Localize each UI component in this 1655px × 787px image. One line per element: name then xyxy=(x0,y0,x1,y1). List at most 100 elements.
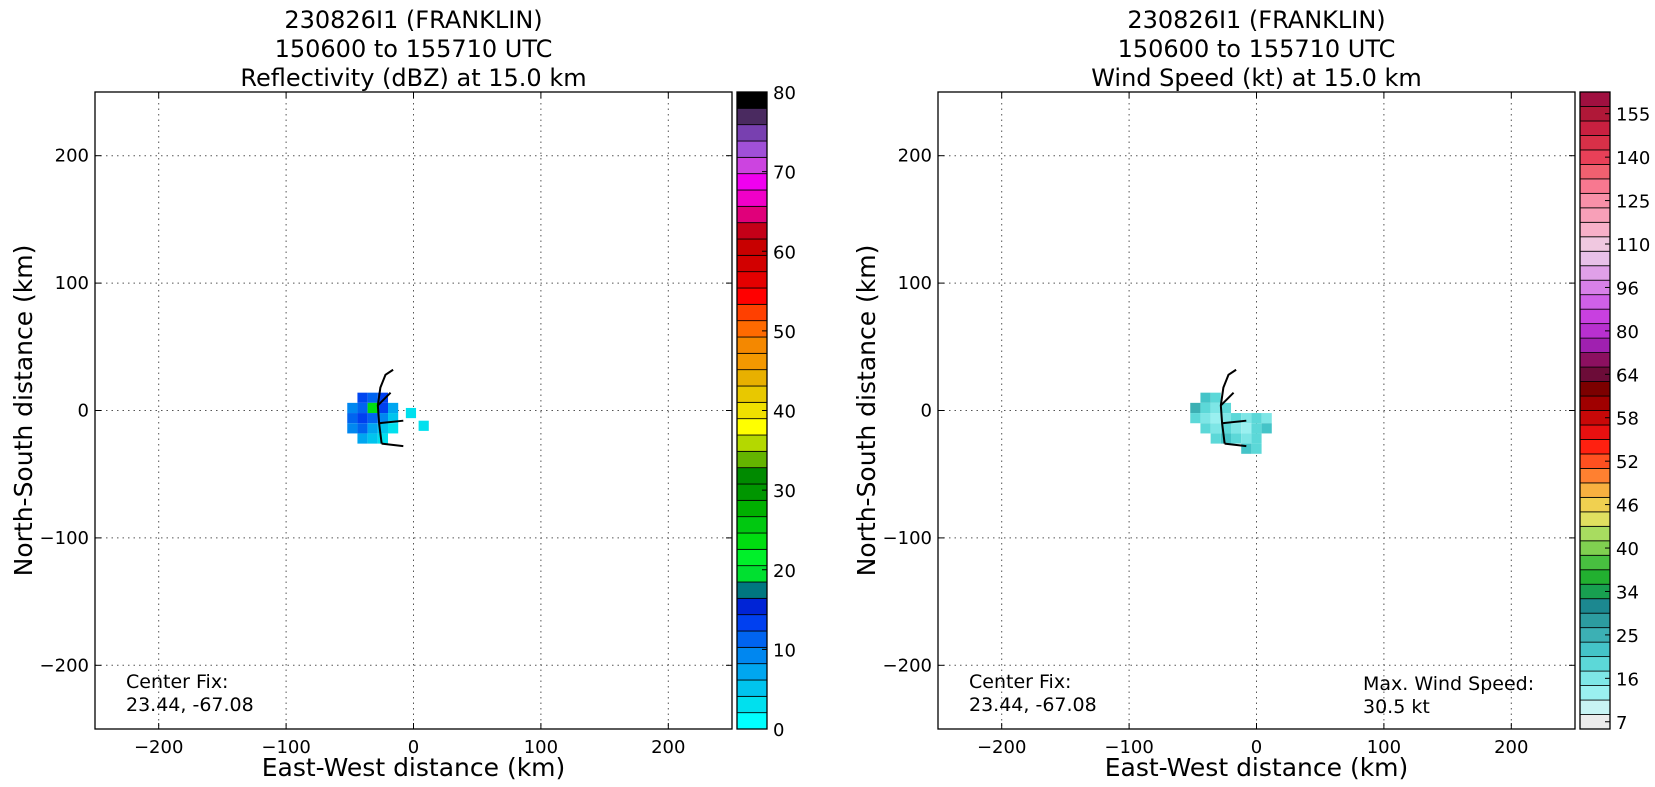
center-fix-annotation: Center Fix: xyxy=(969,671,1071,693)
colorbar-segment xyxy=(1579,178,1611,194)
data-cell xyxy=(1231,423,1242,434)
colorbar-tick-label: 46 xyxy=(1616,496,1639,517)
colorbar-segment xyxy=(736,695,768,714)
colorbar-segment xyxy=(1579,337,1611,353)
data-cell xyxy=(377,433,389,444)
data-cell xyxy=(377,413,389,424)
colorbar-segment xyxy=(1579,120,1611,136)
data-cell xyxy=(1190,402,1201,414)
colorbar-segment xyxy=(736,107,768,126)
colorbar-tick-label: 52 xyxy=(1616,452,1639,473)
colorbar-segment xyxy=(736,663,768,681)
colorbar-tick-label: 155 xyxy=(1616,105,1650,126)
colorbar-segment xyxy=(736,614,768,632)
colorbar-segment xyxy=(736,336,768,354)
colorbar-segment xyxy=(1579,525,1611,542)
data-cell xyxy=(418,420,429,431)
colorbar-segment xyxy=(736,532,768,550)
y-tick-label: −100 xyxy=(883,528,932,549)
data-cell xyxy=(1200,402,1211,414)
colorbar-segment xyxy=(736,189,768,207)
data-cell xyxy=(388,413,399,424)
colorbar-segment xyxy=(1579,221,1611,238)
data-cell xyxy=(377,402,389,414)
data-cell xyxy=(347,413,358,424)
reflectivity-panel: 230826I1 (FRANKLIN)150600 to 155710 UTCR… xyxy=(9,6,796,782)
wind-speed-panel: 230826I1 (FRANKLIN)150600 to 155710 UTCW… xyxy=(852,6,1650,782)
data-cell xyxy=(1210,402,1221,414)
data-cell xyxy=(1251,443,1262,454)
colorbar-tick-label: 34 xyxy=(1616,582,1639,603)
y-axis-label: North-South distance (km) xyxy=(852,245,881,577)
colorbar-segment xyxy=(1579,569,1611,585)
colorbar-segment xyxy=(1579,294,1611,310)
data-cell xyxy=(367,392,378,403)
colorbar-segment xyxy=(736,205,768,224)
y-tick-label: 100 xyxy=(55,273,89,294)
data-cell xyxy=(1220,433,1232,444)
colorbar-segment xyxy=(1579,424,1611,440)
colorbar-segment xyxy=(1579,439,1611,455)
colorbar-segment xyxy=(1579,91,1611,107)
colorbar-tick-label: 96 xyxy=(1616,278,1639,299)
colorbar-segment xyxy=(736,385,768,403)
colorbar-segment xyxy=(1579,641,1611,658)
chart-title-line: Wind Speed (kt) at 15.0 km xyxy=(1091,64,1422,92)
colorbar-segment xyxy=(1579,352,1611,368)
colorbar-segment xyxy=(736,499,768,518)
x-tick-label: −200 xyxy=(134,737,183,758)
y-tick-label: −100 xyxy=(40,528,89,549)
colorbar-segment xyxy=(1579,511,1611,527)
colorbar-tick-label: 140 xyxy=(1616,148,1650,169)
colorbar-segment xyxy=(736,597,768,616)
colorbar-segment xyxy=(736,483,768,501)
colorbar-tick-label: 125 xyxy=(1616,192,1650,213)
data-cell xyxy=(1231,433,1242,444)
colorbar-tick-label: 80 xyxy=(773,83,796,104)
colorbar-segment xyxy=(736,222,768,240)
colorbar-segment xyxy=(736,369,768,387)
data-cell xyxy=(1261,423,1272,434)
data-cell xyxy=(367,423,378,434)
y-tick-label: −200 xyxy=(883,655,932,676)
data-cell xyxy=(1190,413,1201,424)
data-cell xyxy=(1220,402,1232,414)
x-axis-label: East-West distance (km) xyxy=(1105,753,1409,782)
x-tick-label: 200 xyxy=(1494,737,1528,758)
colorbar-segment xyxy=(1579,135,1611,151)
colorbar-segment xyxy=(736,630,768,648)
data-cell xyxy=(1261,413,1272,424)
chart-title-line: 150600 to 155710 UTC xyxy=(275,35,553,63)
colorbar-segment xyxy=(736,303,768,322)
data-cell xyxy=(1220,413,1232,424)
colorbar-segment xyxy=(736,679,768,697)
colorbar-segment xyxy=(1579,612,1611,629)
colorbar-segment xyxy=(1579,395,1611,411)
data-cell xyxy=(1220,423,1232,434)
y-tick-label: 200 xyxy=(898,146,932,167)
data-cell xyxy=(357,433,368,444)
wind-barb-trace xyxy=(377,391,392,407)
center-fix-annotation: 23.44, -67.08 xyxy=(126,694,254,716)
colorbar-segment xyxy=(1579,685,1611,701)
data-cell xyxy=(1251,413,1262,424)
x-tick-label: −100 xyxy=(261,737,310,758)
x-tick-label: 100 xyxy=(524,737,558,758)
colorbar-segment xyxy=(736,581,768,599)
x-tick-label: −100 xyxy=(1104,737,1153,758)
wind-barb-trace xyxy=(1219,368,1237,444)
colorbar-segment xyxy=(736,271,768,289)
colorbar-tick-label: 30 xyxy=(773,481,796,502)
colorbar-segment xyxy=(1579,308,1611,325)
colorbar-segment xyxy=(736,238,768,256)
x-tick-label: −200 xyxy=(977,737,1026,758)
colorbar-segment xyxy=(1579,554,1611,571)
colorbar-segment xyxy=(736,434,768,452)
data-cell xyxy=(388,402,399,414)
data-cell xyxy=(1241,413,1252,424)
colorbar-segment xyxy=(736,418,768,436)
colorbar-tick-label: 20 xyxy=(773,561,796,582)
data-cell xyxy=(367,402,378,414)
data-cell xyxy=(1210,423,1221,434)
